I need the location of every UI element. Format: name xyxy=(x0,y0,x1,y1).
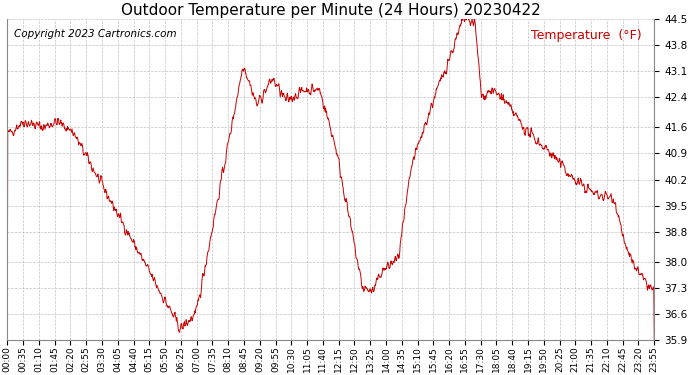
Title: Outdoor Temperature per Minute (24 Hours) 20230422: Outdoor Temperature per Minute (24 Hours… xyxy=(121,3,541,18)
Text: Temperature  (°F): Temperature (°F) xyxy=(531,28,641,42)
Text: Copyright 2023 Cartronics.com: Copyright 2023 Cartronics.com xyxy=(14,28,177,39)
